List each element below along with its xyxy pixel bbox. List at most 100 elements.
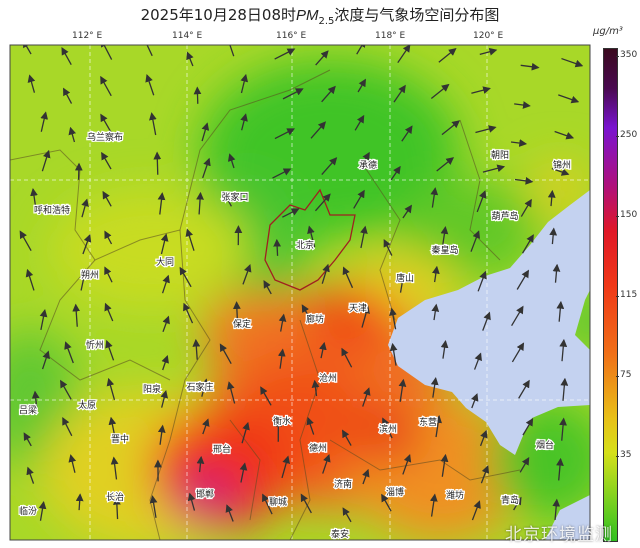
wind-arrow [556,457,564,481]
wind-arrow [149,495,158,518]
wind-arrow [389,307,397,330]
wind-arrow [560,377,569,401]
wind-arrow [402,204,412,219]
grid-lines [10,45,590,540]
wind-arrow [321,263,330,284]
wind-arrow [112,496,121,520]
wind-arrow [41,350,50,370]
wind-arrow [522,417,534,436]
wind-arrow [511,305,524,327]
wind-arrow [434,415,443,438]
wind-arrow [162,315,170,333]
wind-arrow [471,500,481,521]
wind-arrow [397,45,411,64]
wind-arrow [153,151,162,175]
wind-arrow [311,379,320,397]
wind-arrow [196,455,205,473]
wind-arrow [314,193,331,212]
wind-arrow [278,313,287,332]
wind-arrow [72,303,81,327]
wind-arrow [219,343,232,365]
wind-arrow [321,85,336,103]
city-label: 晋中 [111,433,129,445]
wind-arrow [480,465,490,484]
wind-arrow [516,269,529,290]
wind-arrow [225,504,234,522]
city-label: 临汾 [19,505,37,517]
wind-arrow [357,78,366,93]
wind-arrow [62,417,73,437]
city-label: 东营 [419,416,437,428]
wind-arrow [68,454,77,473]
wind-arrow [143,45,153,57]
wind-arrow [75,493,84,511]
wind-arrow [552,263,561,283]
wind-arrow [354,114,365,131]
wind-arrow [196,191,204,215]
wind-arrow [514,176,534,185]
lon-label-114: 114° E [172,31,203,41]
wind-arrow [342,507,352,523]
wind-arrow [273,238,282,256]
wind-arrow [479,47,498,56]
wind-arrow [558,94,580,104]
city-label: 淄博 [386,486,404,498]
wind-arrow [383,239,393,256]
wind-arrow [471,86,491,94]
wind-arrow [227,153,236,169]
wind-arrow [262,493,273,515]
wind-arrow [201,122,210,142]
city-label: 忻州 [86,339,104,351]
wind-arrow [60,379,72,400]
wind-arrow [401,125,413,142]
wind-arrow [514,101,531,109]
city-label: 承德 [359,159,377,171]
city-label: 潍坊 [446,489,464,501]
wind-arrow [281,455,290,479]
city-label: 滨州 [379,423,397,435]
wind-arrow [306,416,315,435]
wind-arrow [222,190,232,207]
wind-arrow [260,386,272,406]
colorbar-tick: 75 [615,370,632,380]
wind-arrow [361,305,370,328]
wind-arrow [511,342,525,363]
wind-arrow [556,300,565,322]
wind-arrow [471,393,479,409]
wind-arrow [187,492,196,511]
wind-arrow [360,225,368,249]
wind-arrows [19,45,584,523]
wind-arrow [518,379,530,399]
wind-arrow [398,378,407,402]
wind-arrow [200,378,209,397]
wind-arrow [479,429,488,447]
wind-arrow [145,74,155,96]
colorbar-tick: 250 [615,130,638,140]
wind-arrow [100,45,113,60]
city-label: 锦州 [553,159,571,171]
wind-arrow [321,157,338,175]
wind-arrow [31,390,40,408]
city-label: 天津 [349,303,367,314]
wind-arrow [64,341,74,364]
city-label: 秦皇岛 [431,244,458,256]
wind-arrow [389,342,398,366]
wind-arrow [559,417,567,441]
wind-arrow [30,187,38,211]
wind-arrow [157,424,166,445]
colorbar-tick: 115 [615,290,638,300]
colorbar-tick: 150 [615,210,638,220]
wind-arrow [229,45,235,57]
wind-arrow [432,265,440,283]
wind-arrow [310,121,327,139]
wind-arrow [40,111,49,132]
wind-arrow [475,125,497,134]
city-label: 乌兰察布 [87,131,123,143]
map-title: 2025年10月28日08时PM2.5浓度与气象场空间分布图 [140,6,500,27]
sea-area [388,190,590,540]
wind-arrow [22,45,32,55]
wind-arrow [240,113,248,131]
wind-arrow [473,352,482,370]
wind-arrow [274,128,295,140]
lon-label-118: 118° E [375,31,406,41]
